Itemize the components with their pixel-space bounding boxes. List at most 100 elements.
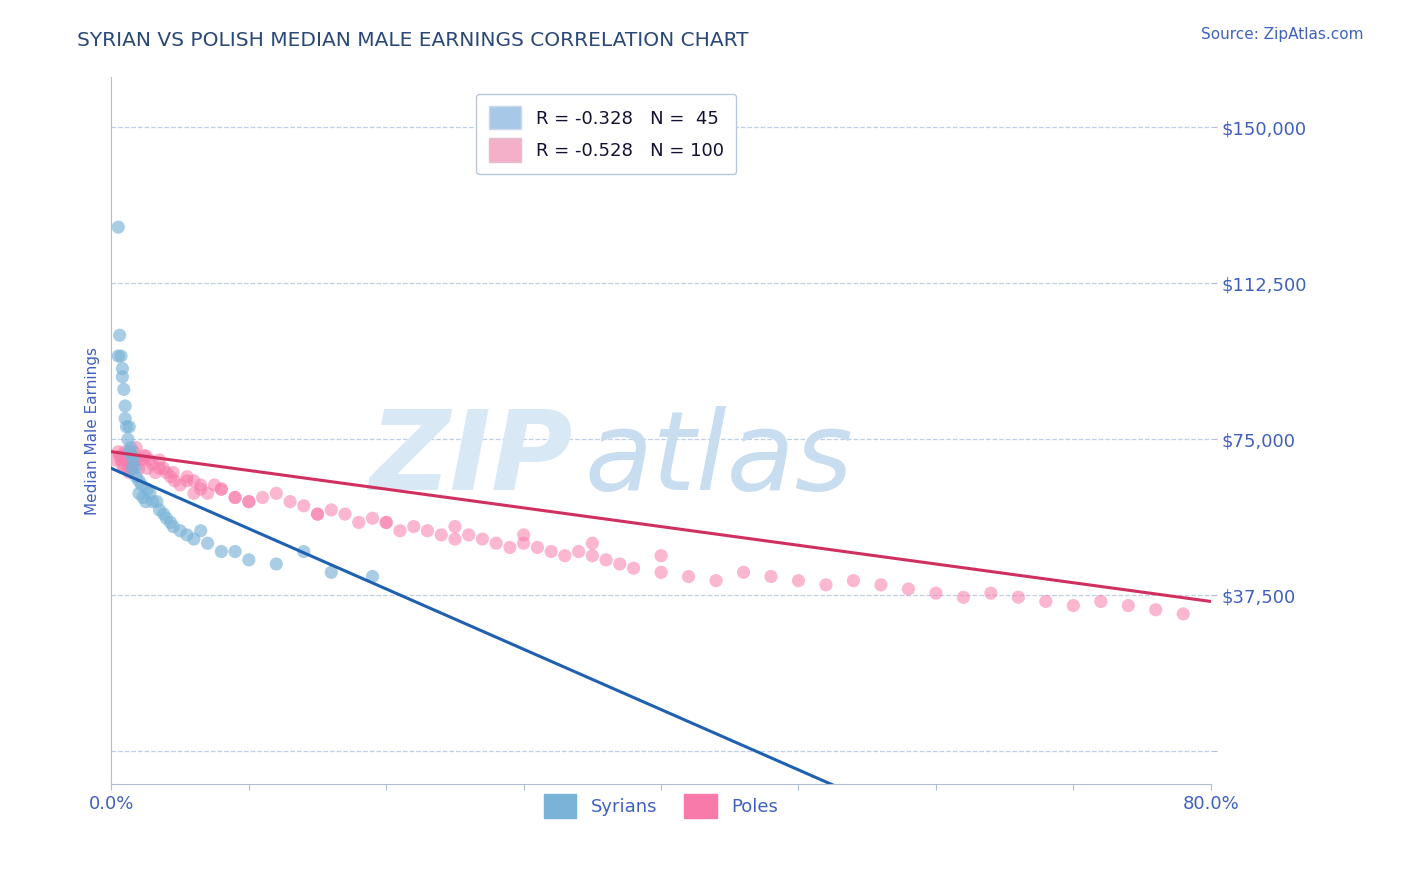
Point [107,349,129,363]
Point [554,549,576,563]
Point [733,566,755,580]
Point [108,328,131,343]
Point [190,478,212,492]
Point [124,453,146,467]
Point [108,449,131,463]
Point [169,524,191,538]
Point [190,482,212,496]
Point [118,444,141,458]
Point [176,474,198,488]
Point [952,591,974,605]
Point [122,444,145,458]
Point [224,491,246,505]
Point [444,519,467,533]
Point [190,524,212,538]
Point [117,432,139,446]
Point [512,536,534,550]
Point [238,553,260,567]
Point [127,453,149,467]
Point [471,532,494,546]
Point [568,544,591,558]
Point [678,569,700,583]
Point [814,578,837,592]
Point [136,482,159,496]
Point [111,361,134,376]
Point [159,469,181,483]
Point [111,370,134,384]
Point [204,478,226,492]
Point [266,557,288,571]
Point [512,528,534,542]
Point [111,457,134,471]
Point [114,399,136,413]
Point [162,519,184,533]
Point [650,549,672,563]
Point [117,461,139,475]
Point [238,494,260,508]
Point [121,461,143,475]
Point [361,511,384,525]
Point [110,453,132,467]
Point [134,449,156,463]
Point [176,528,198,542]
Point [650,566,672,580]
Point [118,419,141,434]
Point [183,486,205,500]
Point [307,507,329,521]
Point [115,453,138,467]
Point [252,491,274,505]
Point [388,524,411,538]
Point [114,411,136,425]
Point [787,574,810,588]
Point [321,503,343,517]
Point [333,507,356,521]
Point [925,586,948,600]
Point [125,469,148,483]
Point [135,494,157,508]
Point [1173,607,1195,621]
Point [118,466,141,480]
Point [444,532,467,546]
Point [152,507,174,521]
Point [209,482,232,496]
Point [112,382,135,396]
Legend: Syrians, Poles: Syrians, Poles [537,788,786,825]
Point [704,574,727,588]
Point [142,494,165,508]
Point [110,349,132,363]
Point [321,566,343,580]
Point [122,453,145,467]
Point [125,441,148,455]
Point [870,578,893,592]
Point [107,444,129,458]
Point [623,561,645,575]
Point [278,494,301,508]
Point [107,220,129,235]
Point [155,511,177,525]
Point [131,478,153,492]
Point [121,461,143,475]
Point [209,482,232,496]
Point [183,532,205,546]
Point [114,444,136,458]
Point [183,474,205,488]
Point [416,524,439,538]
Point [292,544,315,558]
Point [609,557,631,571]
Point [135,449,157,463]
Point [197,536,219,550]
Point [457,528,479,542]
Point [842,574,865,588]
Point [112,461,135,475]
Point [121,449,143,463]
Point [197,486,219,500]
Point [540,544,562,558]
Point [139,453,162,467]
Point [162,466,184,480]
Point [128,461,150,475]
Point [402,519,425,533]
Text: ZIP: ZIP [370,406,574,513]
Point [347,516,370,530]
Point [124,461,146,475]
Point [104,453,127,467]
